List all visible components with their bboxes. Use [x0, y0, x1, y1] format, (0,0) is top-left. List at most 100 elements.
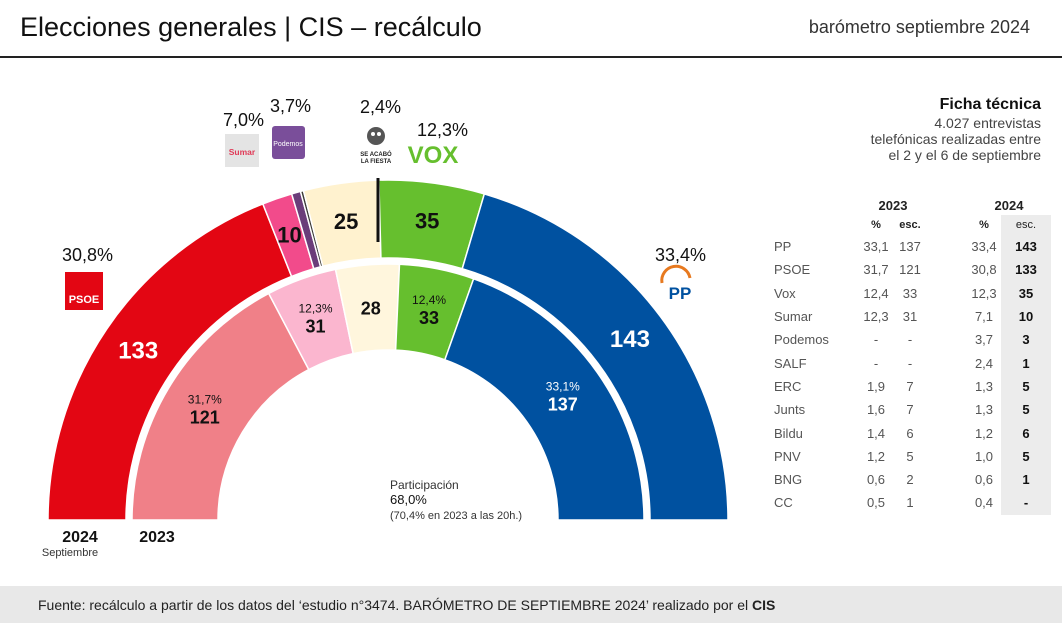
table-row: ERC 1,9 7 1,3 5 — [760, 374, 1051, 399]
table-cell-gap — [927, 445, 967, 468]
table-cell-pct-2023: 0,6 — [866, 472, 886, 488]
table-header-gap — [927, 195, 967, 215]
inner-seat-label-psoe: 121 — [190, 407, 220, 427]
inner-pct-label-vox: 12,4% — [412, 293, 446, 307]
outer-seat-label-sumar: 10 — [277, 223, 301, 248]
table-cell-pct-2024: 1,3 — [974, 402, 994, 418]
table-cell-seats-2024: 143 — [1001, 235, 1051, 259]
table-cell-gap — [927, 468, 967, 491]
table-cell-party: ERC — [774, 378, 802, 394]
table-cell-seats-2023: 137 — [899, 239, 921, 255]
salf-logo: SE ACABÓ LA FIESTA — [360, 127, 392, 165]
table-cell-pct-2024: 1,3 — [974, 378, 994, 394]
table-row: Bildu 1,4 6 1,2 6 — [760, 421, 1051, 445]
table-cell-gap — [927, 421, 967, 444]
table-cell-gap — [927, 351, 967, 374]
table-cell-gap — [927, 328, 967, 351]
podemos-logo-text: Podemos — [273, 141, 303, 148]
table-row: Junts 1,6 7 1,3 5 — [760, 398, 1051, 422]
table-subheader-pct: % — [979, 219, 989, 231]
page-title: Elecciones generales | CIS – recálculo — [20, 12, 482, 42]
footer-bold: CIS — [751, 597, 776, 613]
inner-ring-2023 — [131, 263, 645, 521]
table-cell-seats-2024: 1 — [1001, 467, 1051, 492]
table-cell-seats-2024: - — [1001, 491, 1051, 515]
inner-seat-label-vox: 33 — [419, 308, 439, 328]
table-row: Podemos - - 3,7 3 — [760, 328, 1051, 352]
table-cell-seats-2023: 5 — [906, 448, 914, 464]
table-cell-seats-2023: 7 — [906, 378, 914, 394]
table-cell-party: Podemos — [774, 332, 829, 348]
table-cell-seats-2023: 6 — [906, 425, 914, 441]
table-cell-party: Junts — [774, 402, 806, 418]
salf-logo-text: SE ACABÓ — [360, 150, 392, 158]
table-cell-seats-2023: - — [907, 332, 913, 348]
table-cell-seats-2024: 35 — [1001, 281, 1051, 305]
table-cell-party: CC — [774, 495, 793, 511]
table-cell-pct-2023: 33,1 — [863, 239, 889, 255]
table-header-blank — [760, 195, 859, 215]
table-cell-seats-2024: 5 — [1001, 374, 1051, 399]
table-cell-pct-2024: 1,2 — [974, 425, 994, 441]
psoe-pct-label: 30,8% — [62, 245, 113, 265]
pp-logo-text: PP — [669, 284, 692, 303]
participation-label: Participación — [390, 478, 459, 492]
results-table: 2023 2024 % esc. % esc. PP 33,1 137 33,4 143… — [760, 195, 1051, 515]
inner-pct-label-pp: 33,1% — [546, 380, 580, 394]
seat-labels: 133 10 25 35 143 31,7%121 12,3%31 28 12,4%33 33,1… — [118, 209, 650, 428]
table-cell-seats-2024: 3 — [1001, 328, 1051, 352]
table-cell-gap — [927, 258, 967, 281]
table-subheader-seats: esc. — [899, 219, 921, 231]
sumar-logo: Sumar — [225, 134, 259, 167]
table-cell-party: PNV — [774, 448, 801, 464]
table-cell-pct-2024: 0,4 — [974, 495, 994, 511]
outer-segment-pp — [461, 192, 729, 521]
table-cell-party: Bildu — [774, 425, 803, 441]
table-header-year-2023: 2023 — [878, 197, 908, 213]
table-cell-pct-2023: - — [873, 332, 879, 348]
table-row: BNG 0,6 2 0,6 1 — [760, 467, 1051, 492]
outer-ring-2024 — [47, 179, 729, 521]
table-cell-party: Vox — [774, 285, 796, 301]
table-cell-pct-2023: 1,6 — [866, 402, 886, 418]
table-cell-pct-2023: 0,5 — [866, 495, 886, 511]
table-cell-gap — [927, 398, 967, 421]
table-cell-seats-2024: 133 — [1001, 258, 1051, 282]
table-cell-gap — [927, 375, 967, 398]
table-row: Sumar 12,3 31 7,1 10 — [760, 304, 1051, 329]
table-subheader-seats: esc. — [1001, 215, 1051, 235]
table-cell-gap — [927, 305, 967, 328]
table-cell-party: PSOE — [774, 262, 811, 278]
psoe-logo-text: PSOE — [69, 294, 100, 306]
table-header-year-2024: 2024 — [994, 197, 1024, 213]
table-cell-seats-2023: 33 — [902, 285, 918, 301]
header-divider — [0, 56, 1062, 58]
sumar-pct-label: 7,0% — [223, 110, 264, 130]
table-row: SALF - - 2,4 1 — [760, 351, 1051, 375]
podemos-logo: Podemos — [272, 126, 305, 159]
ficha-tecnica: Ficha técnica 4.027 entrevistas telefóni… — [871, 97, 1041, 164]
table-cell-seats-2023: 2 — [906, 472, 914, 488]
vox-logo-text: VOX — [408, 142, 459, 169]
table-cell-pct-2023: 1,4 — [866, 425, 886, 441]
participation-value: 68,0% — [390, 492, 427, 507]
table-row: PP 33,1 137 33,4 143 — [760, 235, 1051, 259]
table-cell-pct-2024: 30,8 — [971, 262, 997, 278]
inner-seat-label-sumar: 31 — [305, 317, 325, 337]
ficha-line: el 2 y el 6 de septiembre — [888, 147, 1041, 163]
table-cell-pct-2023: 12,3 — [863, 309, 889, 325]
table-row: Vox 12,4 33 12,3 35 — [760, 281, 1051, 305]
table-cell-seats-2023: - — [907, 355, 913, 371]
table-cell-pct-2023: 31,7 — [863, 262, 889, 278]
table-row: PNV 1,2 5 1,0 5 — [760, 444, 1051, 468]
footer: Fuente: recálculo a partir de los datos … — [0, 586, 1062, 623]
outer-year-label: 2024 — [62, 529, 98, 546]
table-cell-pct-2024: 1,0 — [974, 448, 994, 464]
table-cell-seats-2024: 6 — [1001, 421, 1051, 445]
vox-logo: VOX — [408, 142, 459, 169]
table-cell-party: BNG — [774, 472, 803, 488]
table-cell-pct-2023: - — [873, 355, 879, 371]
table-cell-pct-2024: 3,7 — [974, 332, 994, 348]
table-cell-gap — [927, 491, 967, 514]
inner-seat-label-others: 28 — [361, 299, 381, 319]
